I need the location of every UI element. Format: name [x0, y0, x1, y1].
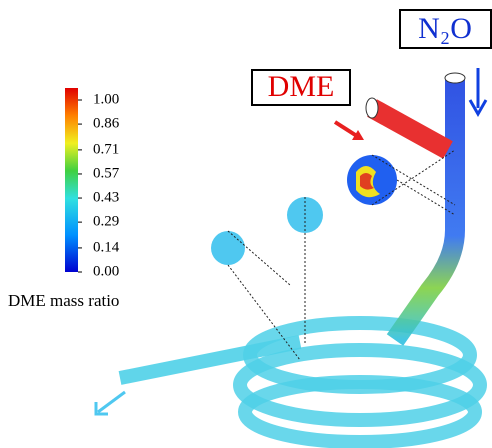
colorbar-gradient — [65, 88, 78, 272]
n2o-label: N₂O — [418, 12, 472, 45]
dme-label: DME — [268, 70, 335, 103]
tick-label: 0.86 — [93, 116, 120, 132]
tick-label: 0.57 — [93, 165, 120, 181]
tick-label: 0.00 — [93, 263, 119, 279]
geometry — [96, 68, 486, 442]
colorbar: 1.00 0.86 0.71 0.57 0.43 0.29 0.14 0.00 — [65, 88, 120, 279]
colorbar-title: DME mass ratio — [8, 291, 119, 310]
tick-label: 0.71 — [93, 141, 119, 157]
tick-label: 0.29 — [93, 214, 119, 230]
figure: 1.00 0.86 0.71 0.57 0.43 0.29 0.14 0.00 DME mas… — [0, 0, 492, 448]
tick-label: 0.43 — [93, 189, 119, 205]
tick-label: 0.14 — [93, 239, 120, 255]
tick-label: 1.00 — [93, 91, 119, 107]
